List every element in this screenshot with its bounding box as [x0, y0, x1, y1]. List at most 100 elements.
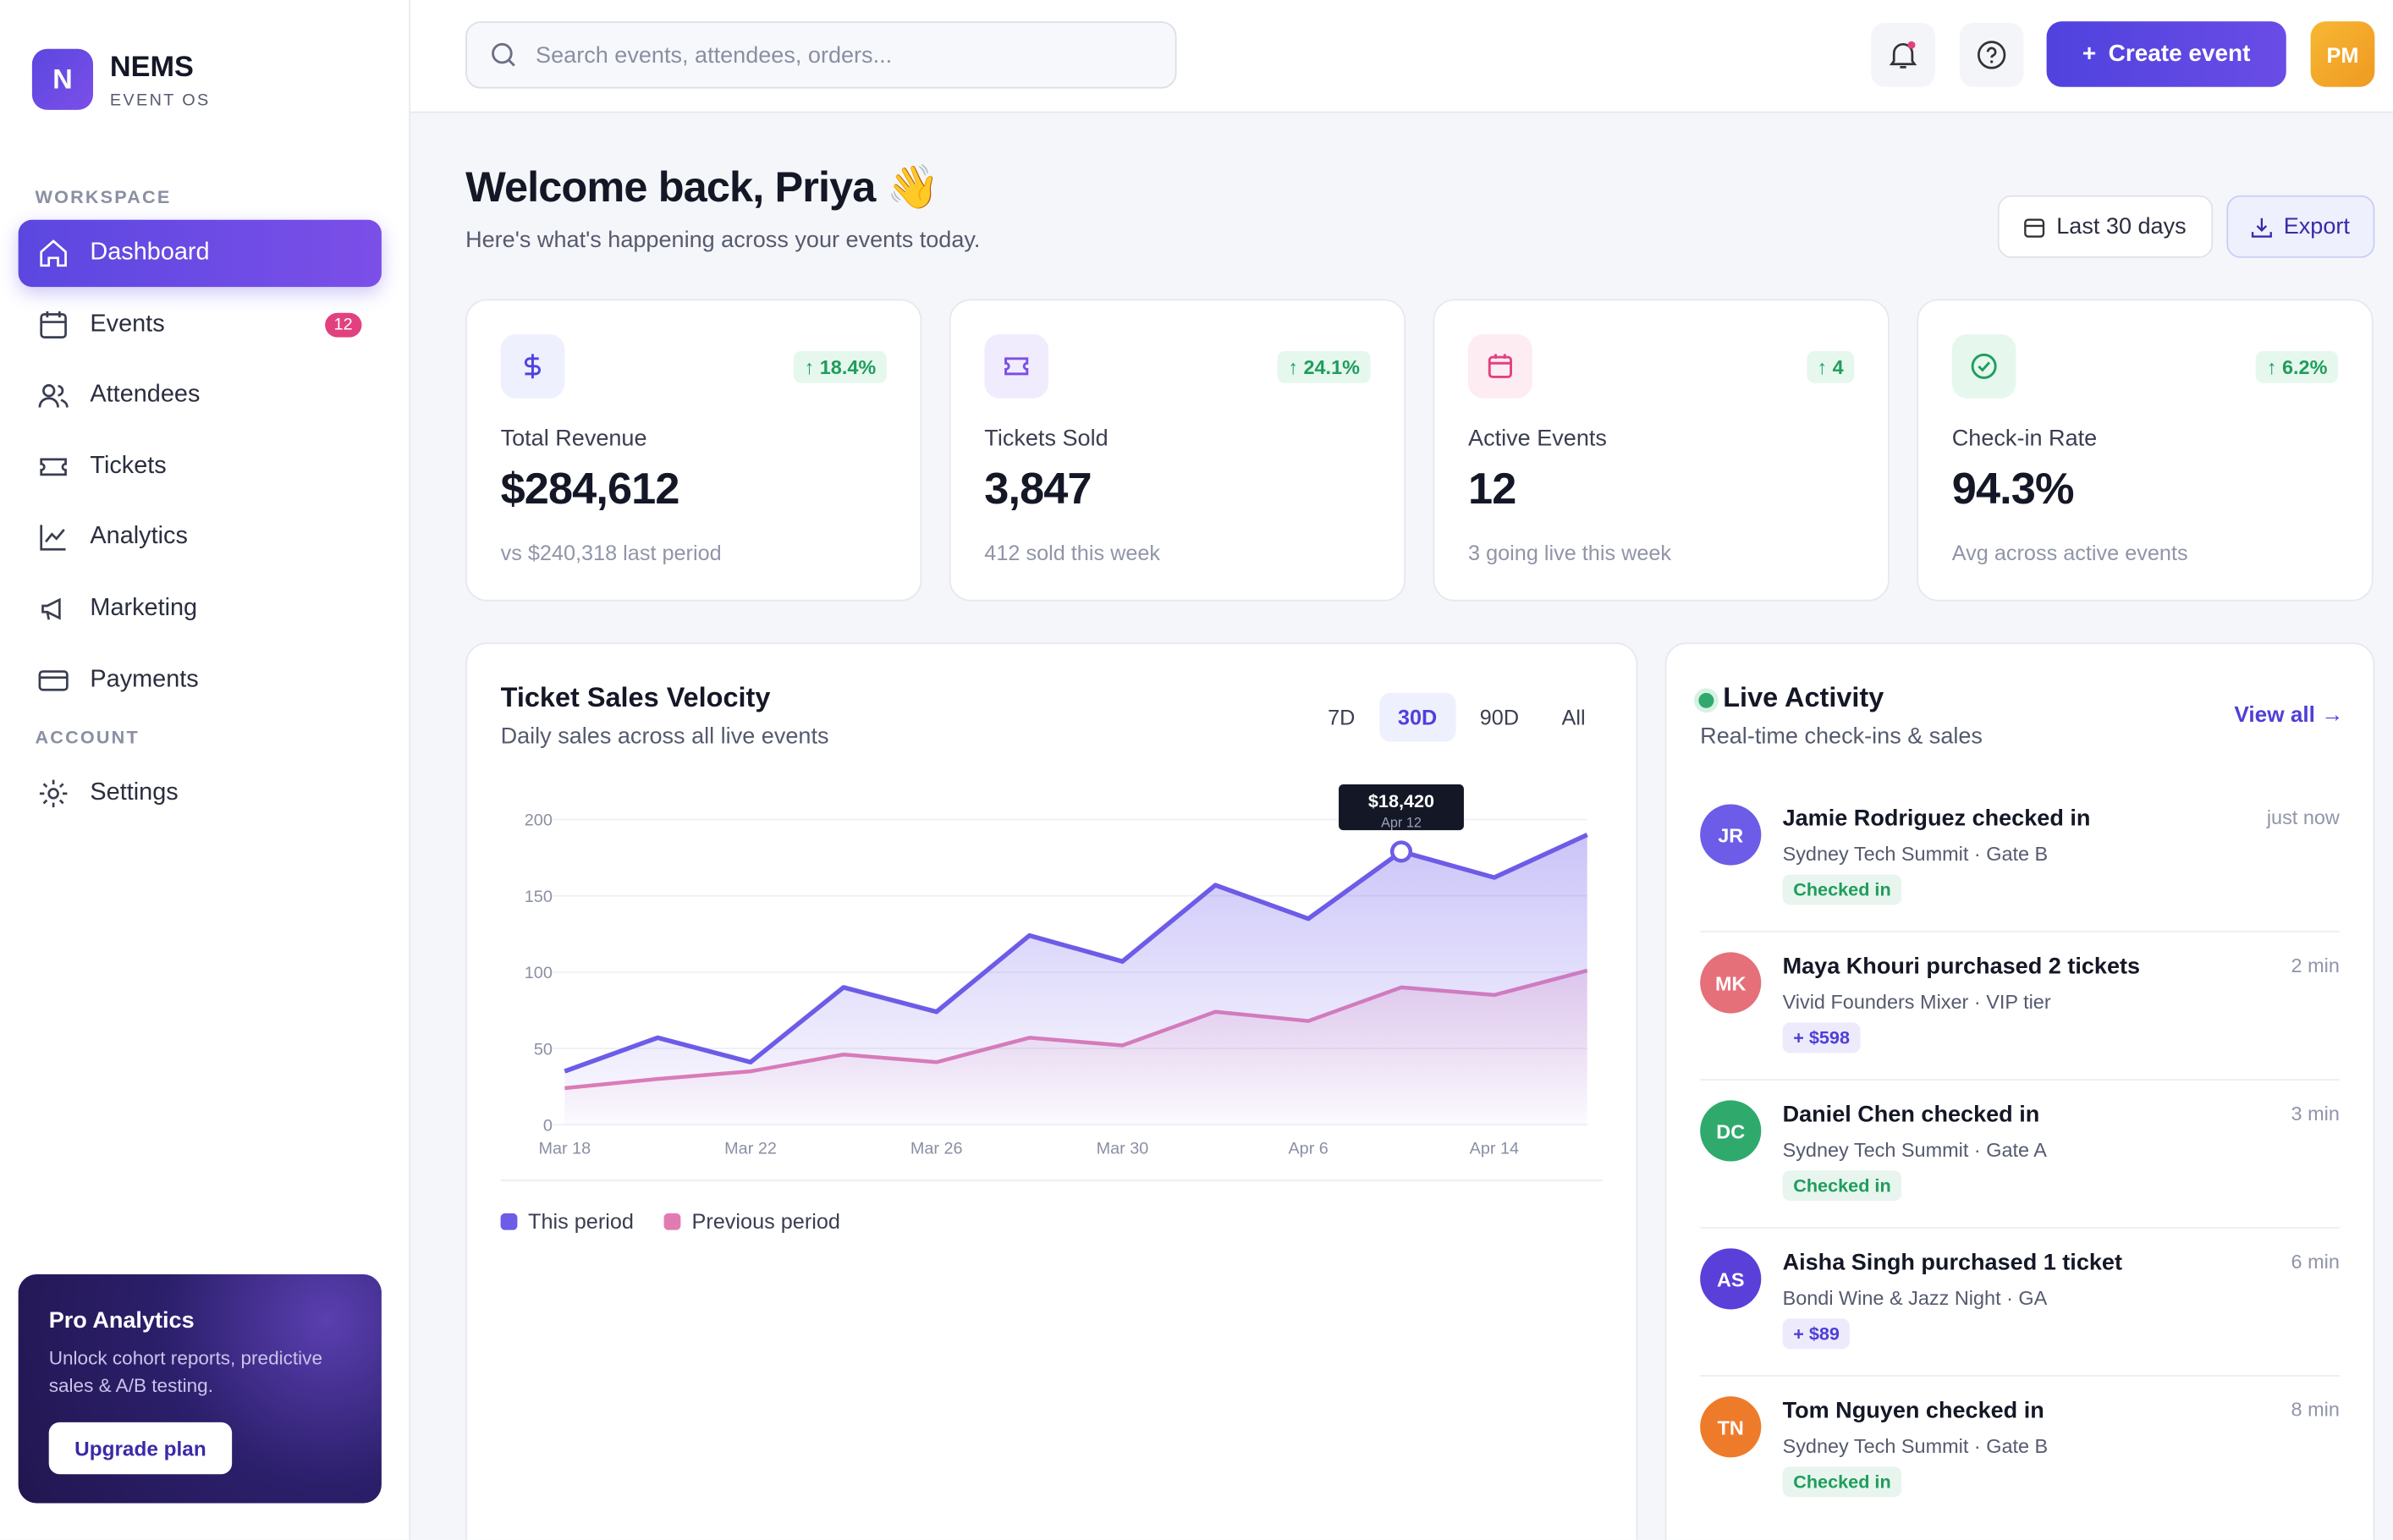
- range-tab[interactable]: 7D: [1328, 705, 1356, 730]
- series-area: [564, 834, 1587, 1125]
- x-tick-label: Mar 26: [910, 1139, 963, 1158]
- export-label: Export: [2283, 213, 2350, 240]
- stat-value: $284,612: [500, 465, 680, 514]
- stat-note: 3 going live this week: [1468, 540, 1672, 565]
- activity-detail: Bondi Wine & Jazz Night · GA: [1782, 1286, 2048, 1310]
- x-tick-label: Mar 22: [724, 1139, 777, 1158]
- promo: Pro Analytics Unlock cohort reports, pre…: [18, 1273, 382, 1504]
- nav-icon: [41, 597, 61, 620]
- x-tick-label: Apr 6: [1288, 1139, 1328, 1158]
- nav-label: Events: [90, 311, 165, 337]
- nav-label: Dashboard: [90, 239, 210, 266]
- nav-item[interactable]: Tickets: [19, 433, 382, 500]
- stat-change: ↑ 4: [1806, 350, 1855, 383]
- nav-item[interactable]: Analytics: [19, 504, 382, 571]
- activity-time: 2 min: [2291, 954, 2340, 977]
- stat-change: ↑ 6.2%: [2256, 350, 2339, 383]
- notifications[interactable]: [1871, 23, 1935, 87]
- activity-avatar: DC: [1700, 1100, 1762, 1162]
- nav-item[interactable]: Attendees: [19, 362, 382, 429]
- stat-note: 412 sold this week: [984, 540, 1161, 565]
- x-tick-label: Mar 18: [538, 1139, 591, 1158]
- download-icon: [2252, 217, 2273, 237]
- calendar-icon: [2025, 217, 2045, 237]
- range-tab[interactable]: 90D: [1479, 705, 1520, 730]
- stat-value: 3,847: [984, 465, 1092, 514]
- legend: This period Previous period: [500, 1208, 840, 1233]
- activity-title: Daniel Chen checked in: [1782, 1102, 2040, 1128]
- help-icon: [1977, 41, 2006, 69]
- live-dot: [1698, 692, 1714, 708]
- search-placeholder: Search events, attendees, orders...: [536, 41, 893, 69]
- activity-time: 6 min: [2291, 1250, 2340, 1273]
- activity-detail: Sydney Tech Summit · Gate B: [1782, 1434, 2049, 1458]
- stat-label: Active Events: [1468, 426, 1607, 452]
- range-button[interactable]: Last 30 days: [1997, 195, 2214, 258]
- activity-divider: [1700, 931, 2340, 932]
- nav-section-title: ACCOUNT: [35, 726, 140, 749]
- nav-icon: [38, 669, 69, 690]
- activity-title: Jamie Rodriguez checked in: [1782, 806, 2091, 832]
- avatar[interactable]: PM: [2310, 21, 2375, 87]
- nav-item[interactable]: Events 12: [19, 291, 382, 358]
- activity-avatar: JR: [1700, 804, 1762, 866]
- nav-icon: [40, 239, 67, 267]
- activity-title: Live Activity: [1723, 682, 1884, 713]
- stat-value: 94.3%: [1951, 465, 2075, 514]
- stat-note: vs $240,318 last period: [500, 540, 722, 565]
- nav-label: Marketing: [90, 595, 198, 622]
- stat-change: ↑ 18.4%: [793, 350, 887, 383]
- activity-subtitle: Real-time check-ins & sales: [1700, 723, 1983, 750]
- search[interactable]: Search events, attendees, orders...: [465, 21, 1177, 89]
- nav-item[interactable]: Payments: [19, 646, 382, 713]
- range-label: Last 30 days: [2056, 213, 2187, 240]
- activity-detail: Sydney Tech Summit · Gate B: [1782, 842, 2049, 866]
- upgrade-button[interactable]: Upgrade plan: [48, 1422, 233, 1475]
- plus-icon: +: [2082, 40, 2097, 67]
- stat-card: ↑ 4 Active Events 12 3 going live this week: [1433, 299, 1890, 602]
- range-tabs: 7D 30D 90D All: [1309, 692, 1604, 742]
- range-tab[interactable]: 30D: [1379, 692, 1455, 742]
- activity-avatar: MK: [1700, 952, 1762, 1014]
- stat-note: Avg across active events: [1951, 540, 2188, 565]
- activity-tag: + $598: [1782, 1022, 1861, 1053]
- activity-avatar: TN: [1700, 1396, 1762, 1458]
- nav-item[interactable]: Dashboard: [18, 219, 382, 288]
- welcome-subtitle: Here's what's happening across your even…: [465, 227, 981, 254]
- help[interactable]: [1959, 23, 2024, 87]
- export-button[interactable]: Export: [2226, 195, 2375, 258]
- create-event-button[interactable]: + Create event: [2046, 21, 2286, 87]
- activity-panel: Live Activity Real-time check-ins & sale…: [1664, 642, 2375, 1540]
- brand-name: NEMS: [109, 52, 194, 85]
- stat-icon: [500, 333, 565, 399]
- nav-item[interactable]: Marketing: [19, 575, 382, 642]
- activity-detail: Sydney Tech Summit · Gate A: [1782, 1138, 2047, 1162]
- activity-title: Aisha Singh purchased 1 ticket: [1782, 1250, 2122, 1276]
- view-all-link[interactable]: View all →: [2234, 703, 2344, 729]
- chart: 0 50 100 150 200 Mar 18 Mar 22 Mar 26 Mar 30 Apr …: [525, 784, 1588, 1158]
- legend-item: This period: [500, 1208, 634, 1233]
- activity-tag: Checked in: [1782, 1170, 1902, 1202]
- x-tick-label: Mar 30: [1097, 1139, 1149, 1158]
- legend-item: Previous period: [664, 1208, 840, 1233]
- tooltip-date: Apr 12: [1381, 816, 1422, 831]
- stat-card: ↑ 18.4% Total Revenue $284,612 vs $240,318 …: [465, 299, 922, 602]
- nav-item[interactable]: Settings: [19, 761, 382, 828]
- stat-icon-glyph: [1971, 353, 1997, 379]
- nav-icon: [40, 311, 67, 338]
- tooltip-value: $18,420: [1368, 790, 1434, 811]
- range-tab[interactable]: All: [1561, 705, 1586, 730]
- nav-label: Analytics: [90, 524, 188, 550]
- legend-swatch: [664, 1212, 681, 1229]
- promo-title: Pro Analytics: [48, 1307, 195, 1334]
- y-tick-label: 100: [525, 964, 553, 982]
- activity-detail: Vivid Founders Mixer · VIP tier: [1782, 990, 2051, 1014]
- logo: N: [31, 48, 94, 110]
- legend-divider: [500, 1180, 1603, 1181]
- y-tick-label: 200: [525, 811, 553, 830]
- series-line: [564, 833, 1588, 1074]
- y-tick-label: 150: [525, 888, 553, 906]
- stat-icon-glyph: [1488, 354, 1512, 378]
- activity-tag: + $89: [1782, 1318, 1851, 1350]
